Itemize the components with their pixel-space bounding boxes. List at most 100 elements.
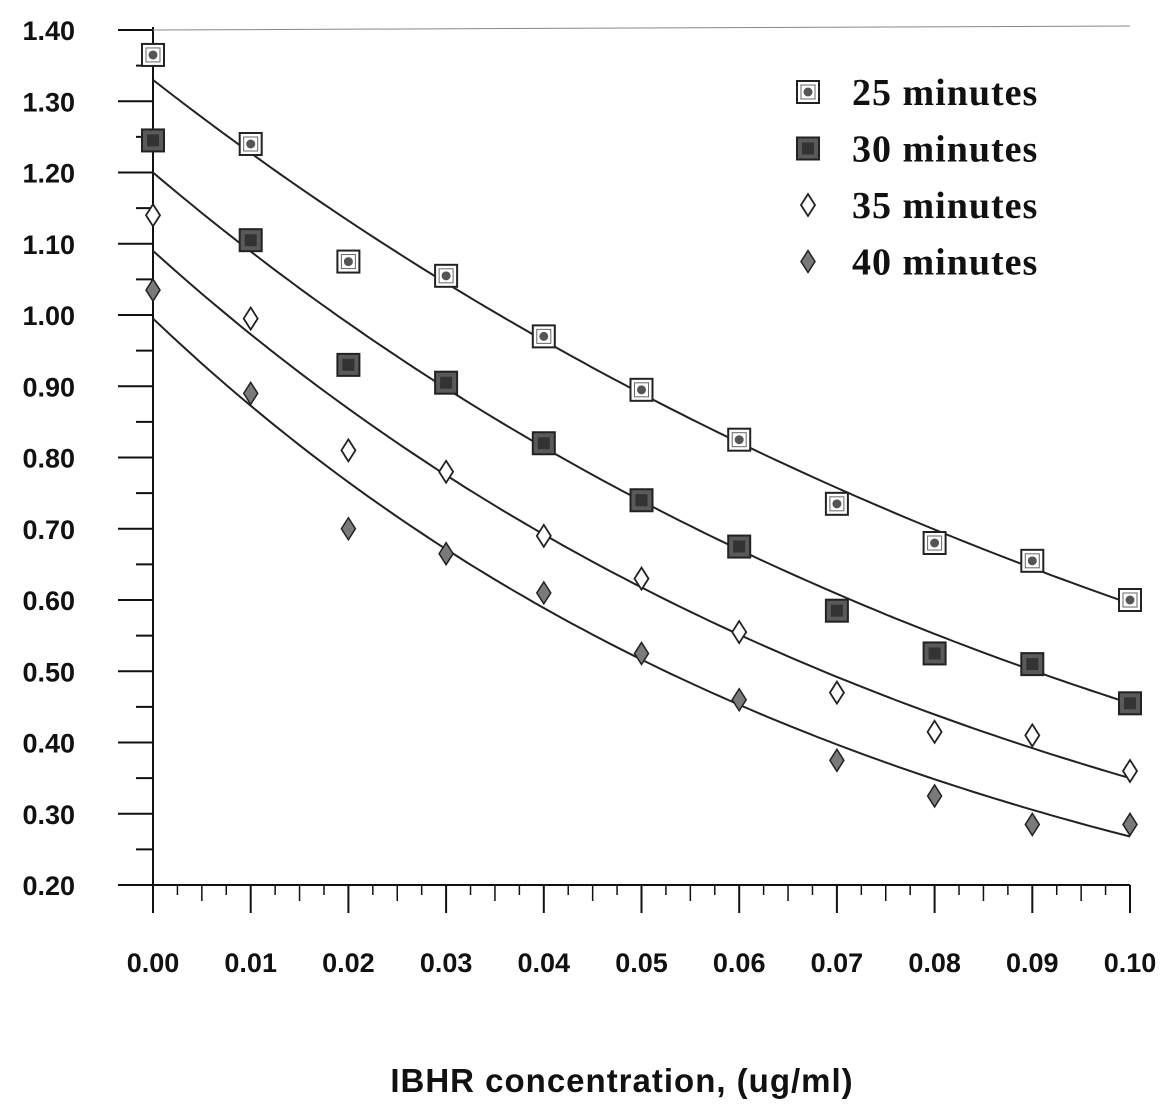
legend-marker [800, 249, 816, 274]
y-tick-label: 0.90 [22, 372, 75, 402]
marker-inner-square [733, 540, 746, 553]
marker-inner-square [1024, 553, 1040, 569]
legend-label: 25 minutes [852, 72, 1038, 114]
y-tick-label: 0.70 [22, 515, 75, 545]
marker-diamond [535, 580, 552, 606]
marker-dot [148, 50, 158, 60]
y-tick-label: 0.40 [22, 729, 75, 759]
marker-diamond [535, 523, 552, 549]
data-point-3 [1121, 758, 1139, 784]
x-tick-label: 0.10 [1104, 948, 1157, 978]
y-tick-label: 1.00 [22, 301, 75, 331]
y-tick-label: 0.80 [22, 444, 75, 474]
data-points [141, 42, 1142, 837]
data-point-3 [144, 202, 162, 228]
x-tick-label: 0.01 [224, 948, 277, 978]
y-tick-label: 0.50 [22, 657, 75, 687]
data-point-2 [922, 641, 947, 666]
marker-inner-square [1124, 697, 1136, 710]
legend-marker [796, 136, 820, 161]
data-point-2 [727, 534, 752, 559]
fit-curve [152, 250, 1131, 780]
marker-inner-square [243, 136, 259, 152]
data-point-4 [438, 541, 454, 567]
marker-inner-square [340, 254, 356, 270]
marker-dot [539, 331, 549, 341]
data-point-1 [922, 531, 947, 555]
marker-inner-square [829, 496, 845, 512]
marker-diamond [145, 277, 161, 303]
marker-inner-square [802, 142, 814, 155]
marker-inner-square [244, 234, 257, 247]
legend-label: 35 minutes [852, 185, 1038, 227]
marker-diamond [340, 516, 357, 542]
marker-diamond [1024, 812, 1041, 837]
marker-inner-square [145, 47, 161, 63]
marker-diamond [828, 679, 845, 706]
marker-diamond [242, 380, 259, 406]
x-tick-label: 0.02 [322, 948, 375, 978]
marker-inner-square [1026, 658, 1039, 671]
marker-diamond [800, 249, 816, 274]
y-tick-label: 0.20 [22, 871, 75, 901]
data-point-3 [828, 679, 845, 706]
data-point-1 [336, 249, 361, 274]
data-point-4 [535, 580, 552, 606]
marker-inner-square [830, 604, 843, 617]
data-point-1 [727, 427, 752, 452]
data-point-3 [535, 523, 552, 549]
marker-diamond [799, 192, 817, 218]
marker-inner-square [635, 494, 648, 507]
data-point-2 [1118, 691, 1142, 716]
data-point-2 [434, 370, 459, 395]
data-point-2 [336, 352, 361, 377]
marker-inner-square [634, 382, 649, 398]
marker-dot [1027, 556, 1037, 566]
x-tick-label: 0.05 [615, 948, 668, 978]
marker-inner-square [1122, 592, 1138, 608]
marker-diamond [438, 541, 454, 567]
marker-diamond [731, 619, 748, 645]
legend-label: 40 minutes [852, 242, 1038, 284]
marker-inner-square [147, 134, 159, 147]
marker-inner-square [537, 437, 550, 450]
marker-dot [441, 271, 451, 281]
marker-dot [343, 257, 353, 267]
data-point-4 [340, 516, 357, 542]
x-tick-label: 0.03 [420, 948, 473, 978]
data-point-1 [141, 42, 165, 67]
marker-diamond [633, 641, 650, 666]
data-point-3 [731, 619, 748, 645]
data-point-4 [633, 641, 650, 666]
x-tick-label: 0.04 [518, 948, 571, 978]
marker-diamond [340, 437, 357, 464]
data-point-4 [1024, 812, 1041, 837]
legend-marker [796, 80, 820, 104]
data-point-1 [238, 132, 263, 156]
marker-inner-square [731, 432, 747, 448]
data-point-1 [434, 263, 459, 288]
marker-dot [1125, 595, 1135, 605]
marker-diamond [926, 783, 943, 809]
data-point-3 [1024, 722, 1041, 749]
marker-inner-square [800, 84, 816, 100]
data-point-4 [926, 783, 943, 809]
data-point-3 [340, 437, 357, 464]
y-tick-label: 1.40 [22, 16, 75, 46]
marker-dot [637, 385, 646, 395]
y-tick-label: 0.60 [22, 586, 75, 616]
marker-diamond [731, 687, 748, 713]
marker-diamond [829, 747, 845, 773]
legend: 25 minutes 30 minutes 35 minutes 40 minutes [796, 72, 1038, 284]
data-point-1 [1118, 588, 1142, 612]
marker-inner-square [536, 328, 552, 344]
data-point-2 [1020, 652, 1045, 677]
marker-diamond [1121, 758, 1139, 784]
marker-diamond [242, 305, 259, 332]
data-point-1 [629, 377, 654, 402]
data-point-2 [531, 431, 556, 456]
marker-diamond [1122, 812, 1138, 837]
data-point-3 [438, 459, 455, 485]
axes: 0.20 0.30 0.40 0.50 0.60 0.70 0.80 0.90 1.00 1.10… [22, 16, 1156, 978]
